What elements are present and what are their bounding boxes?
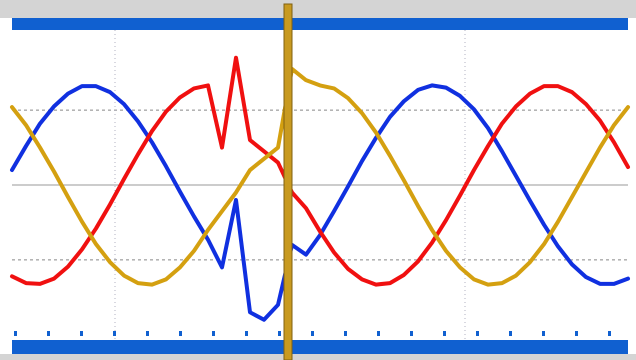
tick-mark <box>509 331 512 336</box>
tick-mark <box>377 331 380 336</box>
bottom-strip <box>0 354 636 360</box>
tick-mark <box>80 331 83 336</box>
tick-mark <box>14 331 17 336</box>
tick-mark <box>443 331 446 336</box>
tick-mark <box>344 331 347 336</box>
tick-mark <box>476 331 479 336</box>
bottom-ticks <box>14 331 611 336</box>
series-line <box>10 55 630 287</box>
plot-lines <box>10 55 630 322</box>
top-strip <box>0 0 636 18</box>
tick-mark <box>146 331 149 336</box>
tick-mark <box>47 331 50 336</box>
tick-mark <box>278 331 281 336</box>
tick-mark <box>245 331 248 336</box>
series-line <box>10 83 630 322</box>
grid <box>12 30 628 340</box>
bottom-bar <box>12 340 628 354</box>
tick-mark <box>575 331 578 336</box>
tick-mark <box>311 331 314 336</box>
tick-mark <box>179 331 182 336</box>
tick-mark <box>608 331 611 336</box>
cursor[interactable] <box>283 3 293 360</box>
tick-mark <box>113 331 116 336</box>
top-bar <box>12 18 628 30</box>
tick-mark <box>410 331 413 336</box>
tick-mark <box>542 331 545 336</box>
series-line <box>10 66 630 287</box>
tick-mark <box>212 331 215 336</box>
